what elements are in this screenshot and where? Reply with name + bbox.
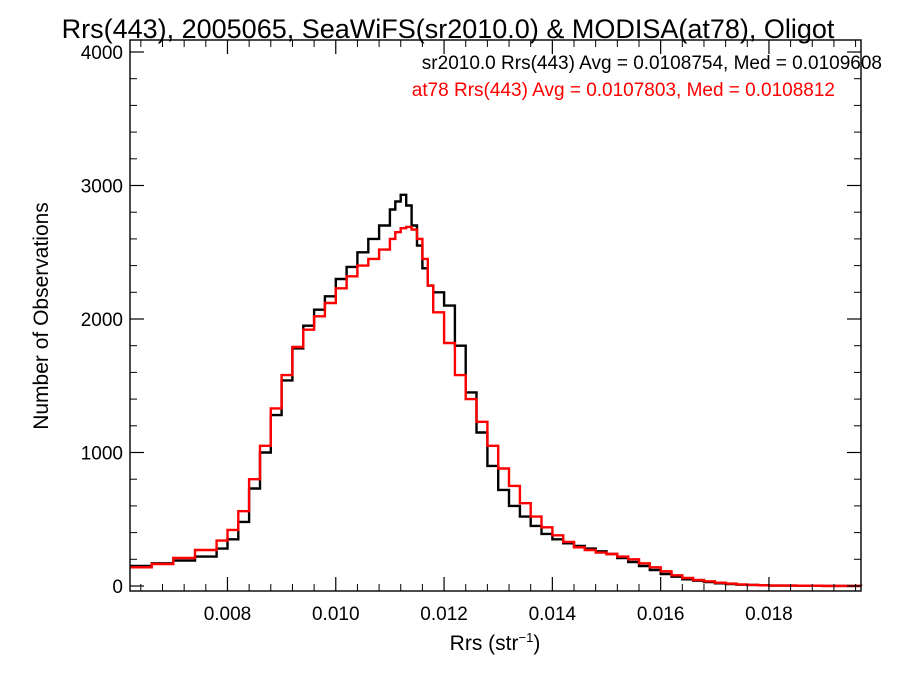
y-tick-label: 4000	[81, 43, 123, 64]
x-tick-label: 0.008	[204, 604, 252, 625]
x-axis-label: Rrs (str−1)	[450, 630, 541, 655]
x-tick-label: 0.016	[637, 604, 685, 625]
x-tick-label: 0.014	[529, 604, 577, 625]
series-layer	[130, 193, 863, 588]
y-tick-label: 1000	[81, 444, 123, 465]
x-tick-label: 0.018	[745, 604, 793, 625]
y-axis-label: Number of Observations	[30, 202, 53, 430]
y-axis-ticks: 0 1000 2000 3000 4000	[81, 43, 861, 598]
y-tick-label: 2000	[81, 310, 123, 331]
x-tick-label: 0.010	[312, 604, 360, 625]
y-tick-label: 3000	[81, 177, 123, 198]
x-tick-label: 0.012	[420, 604, 468, 625]
legend-annotation-red: at78 Rrs(443) Avg = 0.0107803, Med = 0.0…	[412, 80, 835, 101]
x-axis-ticks: 0.008 0.010 0.012 0.014 0.016 0.018	[140, 40, 857, 625]
chart-title: Rrs(443), 2005065, SeaWiFS(sr2010.0) & M…	[62, 14, 835, 44]
x-axis-label-superscript: −1	[519, 630, 534, 645]
legend-annotation-black: sr2010.0 Rrs(443) Avg = 0.0108754, Med =…	[422, 53, 882, 74]
x-axis-label-close: )	[533, 632, 540, 655]
plot-frame	[129, 39, 862, 592]
x-axis-label-main: Rrs (str	[450, 632, 519, 655]
series-line-at78	[130, 225, 863, 588]
y-tick-label: 0	[112, 577, 123, 598]
